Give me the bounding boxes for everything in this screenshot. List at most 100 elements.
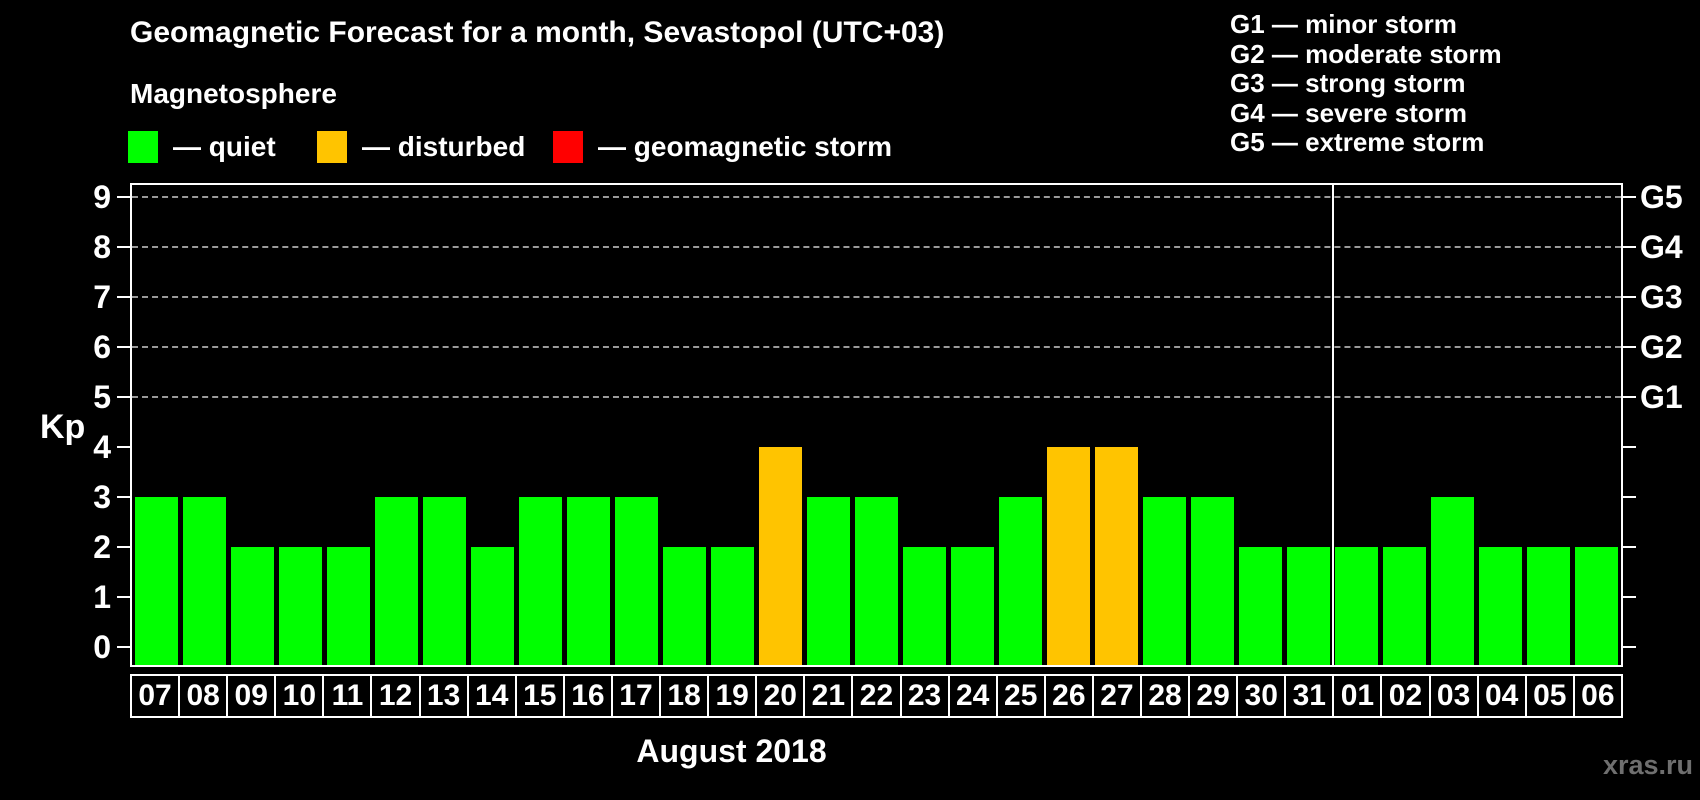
- bar-cell-day-09: [228, 185, 276, 665]
- y-axis-tick-left: [117, 646, 130, 648]
- day-box-12: 12: [370, 674, 421, 718]
- day-box-10: 10: [274, 674, 325, 718]
- bar-cell-day-29: [1189, 185, 1237, 665]
- kp-bar-day-10: [278, 547, 322, 665]
- bar-cell-day-25: [997, 185, 1045, 665]
- kp-bar-day-16: [566, 497, 610, 665]
- right-axis-label-G4: G4: [1640, 229, 1683, 265]
- kp-bar-day-23: [903, 547, 947, 665]
- y-axis-tick-right: [1623, 596, 1636, 598]
- day-box-04: 04: [1476, 674, 1527, 718]
- day-box-29: 29: [1188, 674, 1239, 718]
- bars-layer: [132, 185, 1621, 665]
- y-axis-tick-right: [1623, 546, 1636, 548]
- kp-bar-day-06: [1575, 547, 1619, 665]
- kp-bar-day-07: [134, 497, 178, 665]
- gridline-kp-8: [132, 246, 1621, 248]
- kp-bar-day-05: [1527, 547, 1571, 665]
- day-box-13: 13: [418, 674, 469, 718]
- y-axis-tick-right: [1623, 446, 1636, 448]
- kp-bar-day-30: [1239, 547, 1283, 665]
- day-box-03: 03: [1428, 674, 1479, 718]
- day-box-06: 06: [1572, 674, 1623, 718]
- day-box-23: 23: [899, 674, 950, 718]
- x-axis-day-labels: 07 08 09 10 11 12 13 14 15 16 17 18 19 20 21 22 23 24 25 26…: [130, 674, 1623, 718]
- y-axis-label-5: 5: [93, 379, 111, 415]
- storm-scale-legend: G1 — minor storm G2 — moderate storm G3 — …: [1230, 9, 1502, 158]
- day-box-31: 31: [1284, 674, 1335, 718]
- day-box-02: 02: [1380, 674, 1431, 718]
- y-axis-label-0: 0: [93, 629, 111, 665]
- legend-item-storm: — geomagnetic storm: [553, 129, 892, 165]
- bar-cell-day-27: [1093, 185, 1141, 665]
- bar-cell-day-19: [708, 185, 756, 665]
- day-box-17: 17: [610, 674, 662, 718]
- storm-scale-item: G2 — moderate storm: [1230, 38, 1502, 69]
- y-axis-tick-right: [1623, 246, 1636, 248]
- day-box-24: 24: [947, 674, 998, 718]
- kp-bar-day-25: [999, 497, 1043, 665]
- y-axis-tick-left: [117, 196, 130, 198]
- bar-cell-day-21: [804, 185, 852, 665]
- bar-cell-day-16: [564, 185, 612, 665]
- bar-cell-day-17: [612, 185, 660, 665]
- kp-bar-day-14: [470, 547, 514, 665]
- bar-cell-day-28: [1141, 185, 1189, 665]
- bar-cell-day-18: [660, 185, 708, 665]
- y-axis-label-2: 2: [93, 529, 111, 565]
- day-box-22: 22: [851, 674, 902, 718]
- bar-cell-day-24: [949, 185, 997, 665]
- day-box-01: 01: [1332, 674, 1383, 718]
- bar-cell-day-05: [1525, 185, 1573, 665]
- day-box-16: 16: [562, 674, 613, 718]
- day-box-28: 28: [1139, 674, 1191, 718]
- bar-cell-day-10: [276, 185, 324, 665]
- bar-cell-day-22: [852, 185, 900, 665]
- day-box-27: 27: [1091, 674, 1142, 718]
- kp-bar-day-15: [518, 497, 562, 665]
- bar-cell-day-30: [1237, 185, 1285, 665]
- bar-cell-day-03: [1429, 185, 1477, 665]
- legend-item-disturbed: — disturbed: [317, 129, 525, 165]
- gridline-kp-5: [132, 396, 1621, 398]
- day-box-08: 08: [178, 674, 229, 718]
- bar-cell-day-12: [372, 185, 420, 665]
- day-box-05: 05: [1524, 674, 1575, 718]
- gridline-kp-9: [132, 196, 1621, 198]
- kp-bar-day-21: [806, 497, 850, 665]
- kp-bar-day-13: [422, 497, 466, 665]
- kp-bar-day-03: [1431, 497, 1475, 665]
- right-axis-label-G3: G3: [1640, 279, 1683, 315]
- kp-bar-day-29: [1191, 497, 1235, 665]
- legend-swatch-storm: [553, 131, 583, 163]
- bar-cell-day-13: [420, 185, 468, 665]
- x-axis-title: August 2018: [636, 733, 827, 769]
- bar-cell-day-20: [756, 185, 804, 665]
- storm-scale-item: G1 — minor storm: [1230, 9, 1457, 39]
- day-box-15: 15: [514, 674, 565, 718]
- kp-bar-day-20: [758, 447, 802, 665]
- kp-bar-day-04: [1479, 547, 1523, 665]
- legend-item-label: — geomagnetic storm: [598, 131, 893, 162]
- bar-cell-day-01: [1333, 185, 1381, 665]
- day-box-30: 30: [1236, 674, 1287, 718]
- y-axis-tick-right: [1623, 196, 1636, 198]
- legend-swatch-disturbed: [317, 131, 347, 163]
- kp-bar-day-09: [230, 547, 274, 665]
- day-box-14: 14: [466, 674, 517, 718]
- day-box-25: 25: [995, 674, 1046, 718]
- kp-bar-day-31: [1287, 547, 1331, 665]
- kp-bar-day-28: [1143, 497, 1187, 665]
- kp-bar-day-19: [710, 547, 754, 665]
- y-axis-label-1: 1: [93, 579, 111, 615]
- bar-cell-day-14: [468, 185, 516, 665]
- y-axis-title: Kp: [40, 408, 86, 446]
- legend-swatch-quiet: [128, 131, 158, 163]
- kp-bar-day-11: [326, 547, 370, 665]
- legend-item-label: — disturbed: [362, 131, 526, 162]
- bar-cell-day-04: [1477, 185, 1525, 665]
- y-axis-tick-right: [1623, 296, 1636, 298]
- y-axis-tick-left: [117, 346, 130, 348]
- bar-cell-day-15: [516, 185, 564, 665]
